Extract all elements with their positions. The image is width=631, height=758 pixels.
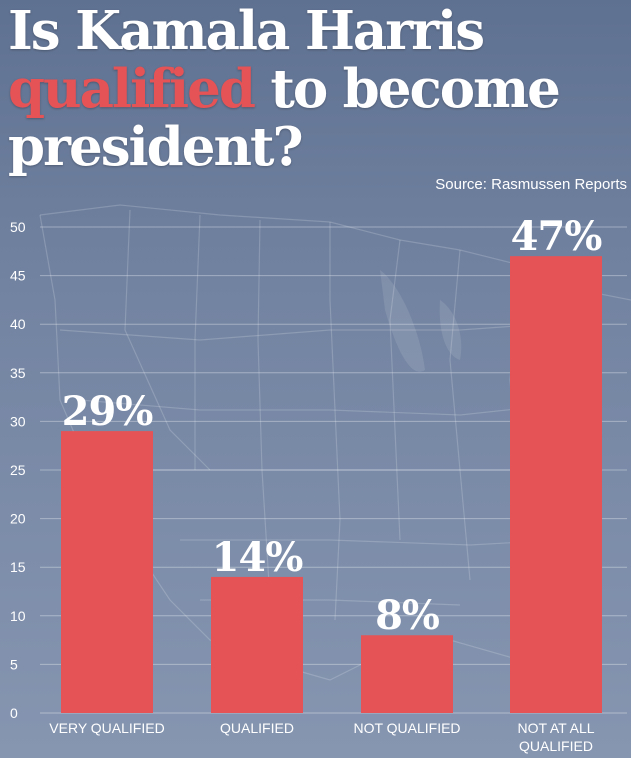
x-axis-ticks: VERY QUALIFIED QUALIFIED NOT QUALIFIED NOT … [49, 720, 594, 754]
y-tick-label: 40 [10, 316, 26, 332]
y-tick-label: 10 [10, 608, 26, 624]
title-line-3: president? [8, 116, 304, 178]
x-tick-label: NOT AT ALL [517, 720, 594, 736]
bar-value-label: 47% [511, 213, 603, 260]
chart-title: Is Kamala Harris qualified to become pre… [8, 0, 561, 178]
title-line-2-rest: to become [270, 58, 560, 120]
bar [61, 431, 153, 713]
bar-value-label: 14% [212, 534, 304, 581]
y-tick-label: 20 [10, 511, 26, 527]
source-note: Source: Rasmussen Reports [435, 176, 627, 193]
bar-value-label: 29% [62, 388, 154, 435]
y-tick-label: 50 [10, 219, 26, 235]
x-tick-label: VERY QUALIFIED [49, 720, 164, 736]
data-labels: 29% 14% 8% 47% [62, 213, 604, 639]
x-tick-label: NOT QUALIFIED [353, 720, 460, 736]
title-line-1: Is Kamala Harris [8, 0, 485, 62]
x-tick-label: QUALIFIED [519, 738, 593, 754]
y-tick-label: 35 [10, 365, 26, 381]
bar [361, 635, 453, 713]
y-tick-label: 45 [10, 268, 26, 284]
bar [510, 256, 602, 713]
title-highlight-word: qualified [8, 58, 256, 120]
y-tick-label: 25 [10, 462, 26, 478]
bar [211, 576, 303, 713]
x-tick-label: QUALIFIED [220, 720, 294, 736]
y-axis-ticks: 0 5 10 15 20 25 30 35 40 45 50 [10, 219, 26, 721]
bar-value-label: 8% [375, 592, 440, 639]
bars [61, 256, 602, 713]
y-tick-label: 0 [10, 705, 18, 721]
y-tick-label: 30 [10, 413, 26, 429]
y-tick-label: 15 [10, 559, 26, 575]
y-tick-label: 5 [10, 656, 18, 672]
